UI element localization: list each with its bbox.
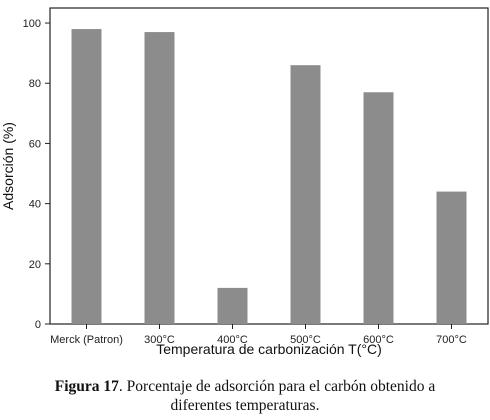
x-tick-label: 500°C bbox=[290, 334, 321, 346]
bar-3 bbox=[290, 65, 321, 324]
y-tick-label: 100 bbox=[23, 18, 41, 30]
y-tick-label: 60 bbox=[29, 138, 41, 150]
x-axis-ticks: Merck (Patron) 300°C 400°C 500°C 600°C 700°C bbox=[50, 324, 467, 346]
y-tick-label: 80 bbox=[29, 78, 41, 90]
bars-group bbox=[71, 29, 467, 325]
plot-frame bbox=[49, 7, 489, 325]
bar-4 bbox=[363, 92, 394, 325]
x-axis-title: Temperatura de carbonización T(°C) bbox=[156, 341, 382, 357]
bar-chart: 0 20 40 60 80 100 Merck (Patron) 300°C 400°C 500… bbox=[0, 7, 489, 357]
bar-2 bbox=[217, 287, 248, 324]
x-tick-label: 600°C bbox=[363, 334, 394, 346]
x-tick-label: 400°C bbox=[217, 334, 248, 346]
y-tick-label: 40 bbox=[29, 199, 41, 211]
y-axis-ticks: 0 20 40 60 80 100 bbox=[23, 18, 50, 331]
y-tick-label: 20 bbox=[29, 259, 41, 271]
bar-1 bbox=[144, 32, 175, 324]
caption-label: Figura 17 bbox=[54, 378, 119, 395]
bar-0 bbox=[71, 29, 102, 325]
figure-caption: Figura 17. Porcentaje de adsorción para … bbox=[0, 377, 490, 415]
x-tick-label: 700°C bbox=[436, 334, 467, 346]
x-tick-label: 300°C bbox=[144, 334, 175, 346]
y-axis-title: Adsorción (%) bbox=[0, 122, 16, 210]
x-tick-label: Merck (Patron) bbox=[50, 334, 123, 346]
caption-text-line1: . Porcentaje de adsorción para el carbón… bbox=[118, 378, 436, 395]
bar-5 bbox=[436, 191, 467, 324]
y-tick-label: 0 bbox=[35, 319, 41, 331]
caption-text-line2: diferentes temperaturas. bbox=[170, 397, 320, 414]
